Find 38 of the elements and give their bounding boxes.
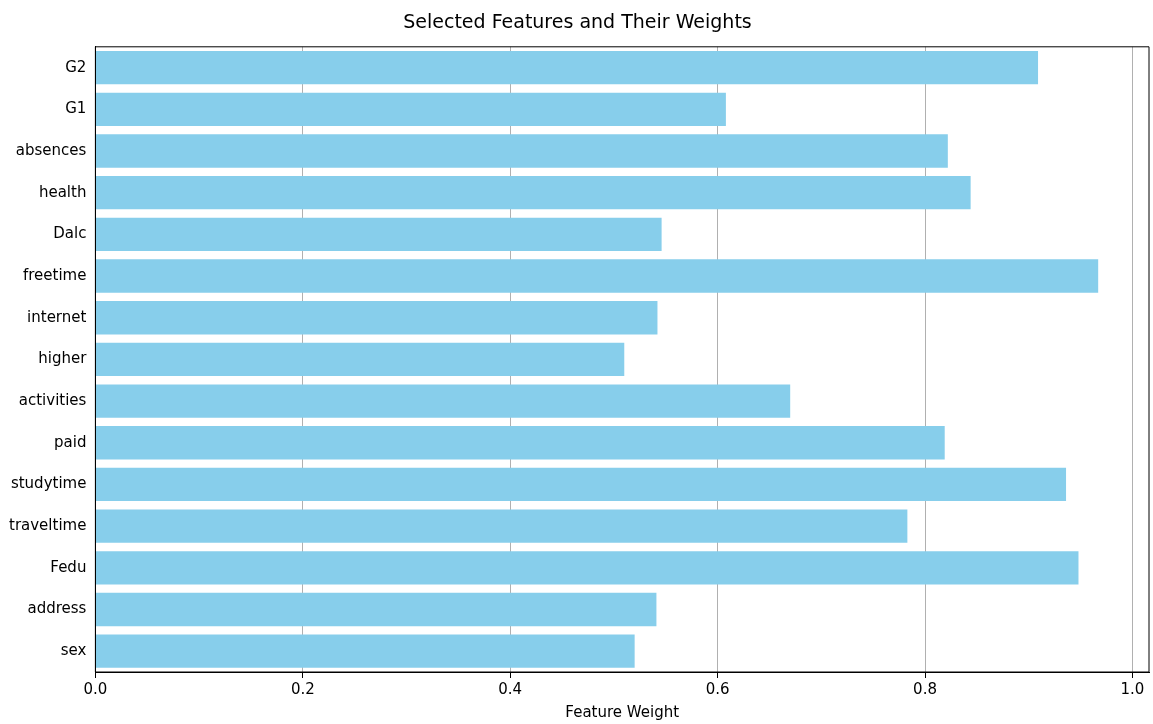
y-tick-label: activities	[18, 390, 87, 409]
bar	[95, 426, 945, 460]
bar	[95, 217, 662, 252]
bar	[95, 467, 1067, 502]
x-tick-label: 0.2	[290, 679, 315, 698]
bar	[95, 134, 948, 168]
y-tick-label: traveltime	[9, 516, 87, 535]
y-tick-label: Dalc	[53, 224, 87, 243]
bar	[95, 92, 726, 126]
bar	[95, 384, 791, 418]
x-tick-label: 0.4	[498, 679, 523, 698]
bar	[95, 551, 1079, 585]
y-tick-label: paid	[54, 432, 87, 451]
x-tick-label: 0.6	[705, 679, 730, 698]
y-tick-label: absences	[15, 140, 87, 159]
y-tick-label: studytime	[10, 474, 87, 493]
bar	[95, 634, 635, 668]
y-tick-label: G2	[65, 57, 87, 76]
x-tick-label: 0.8	[913, 679, 937, 698]
y-tick-label: freetime	[22, 265, 87, 284]
bar	[95, 301, 658, 335]
y-tick-label: address	[27, 599, 87, 618]
y-tick-label: sex	[60, 641, 87, 660]
x-tick-label: 0.0	[83, 679, 108, 698]
bar	[95, 176, 971, 210]
bar	[95, 259, 1099, 293]
chart-title: Selected Features and Their Weights	[403, 10, 752, 33]
x-axis-title: Feature Weight	[565, 702, 680, 721]
bar	[95, 592, 657, 627]
bar	[95, 342, 625, 377]
y-tick-label: health	[38, 182, 87, 201]
y-tick-label: G1	[65, 99, 87, 118]
bar	[95, 50, 1039, 85]
bar	[95, 509, 908, 543]
y-tick-label: Fedu	[50, 557, 87, 576]
y-tick-label: internet	[27, 307, 87, 326]
x-tick-label: 1.0	[1120, 679, 1145, 698]
y-tick-label: higher	[38, 349, 88, 368]
